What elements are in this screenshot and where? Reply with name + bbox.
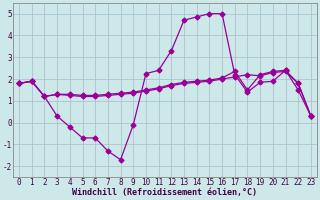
X-axis label: Windchill (Refroidissement éolien,°C): Windchill (Refroidissement éolien,°C): [72, 188, 258, 197]
